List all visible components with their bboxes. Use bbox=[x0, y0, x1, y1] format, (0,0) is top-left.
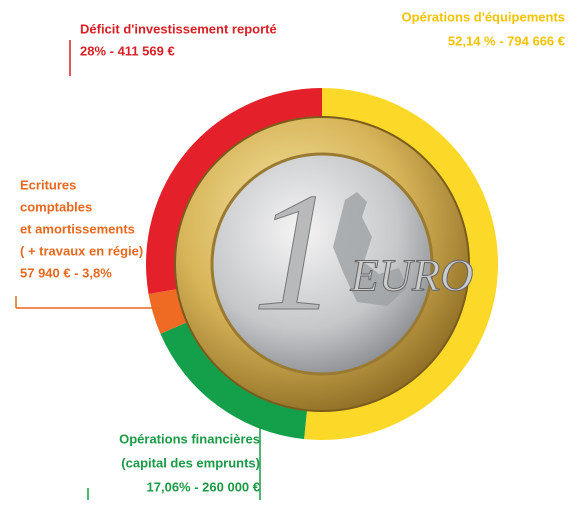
value-label: 28% - 411 569 € bbox=[80, 43, 175, 58]
value-label: 57 940 € - 3,8% bbox=[20, 265, 112, 280]
segment-label: Ecritures bbox=[20, 177, 76, 192]
donut-segment bbox=[304, 88, 499, 440]
segment-label: Opérations d'équipements bbox=[402, 9, 565, 24]
segment-label: comptables bbox=[20, 199, 92, 214]
coin-inner bbox=[210, 152, 434, 376]
segment-label: ( + travaux en régie) bbox=[20, 243, 143, 258]
segment-label: Déficit d'investissement reporté bbox=[80, 21, 277, 36]
value-label: 17,06% - 260 000 € bbox=[147, 479, 260, 494]
donut-segment bbox=[146, 88, 322, 294]
segment-label: (capital des emprunts) bbox=[121, 455, 260, 470]
coin-numeral: 1 bbox=[253, 158, 338, 346]
segment-label: et amortissements bbox=[20, 221, 135, 236]
coin-map bbox=[333, 192, 407, 306]
segment-label: Opérations financières bbox=[119, 431, 260, 446]
value-label: 52,14 % - 794 666 € bbox=[448, 33, 565, 48]
coin-text: EURO bbox=[350, 250, 474, 301]
